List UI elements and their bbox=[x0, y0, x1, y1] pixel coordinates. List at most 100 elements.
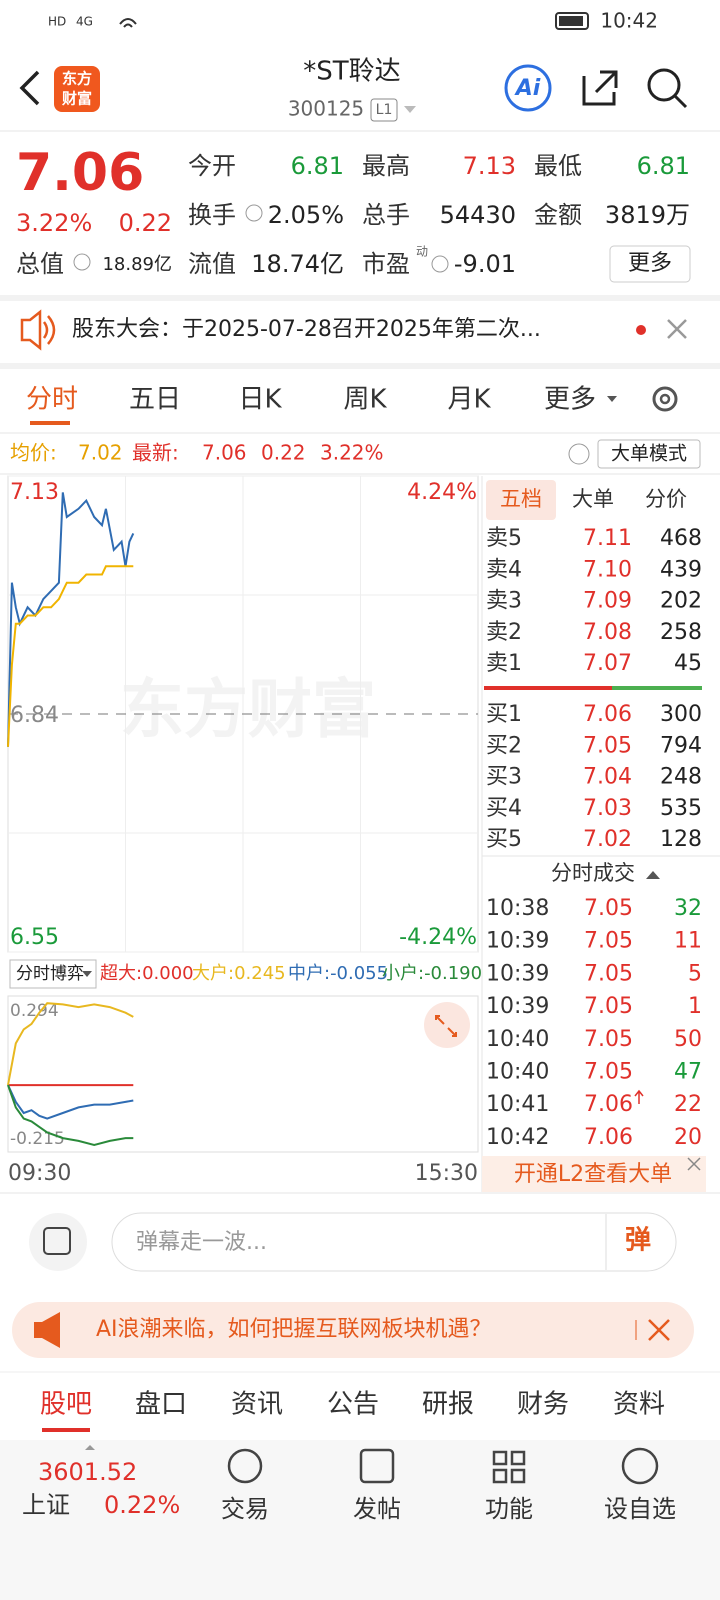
stat-label: 最高 bbox=[362, 152, 410, 180]
book-volume: 300 bbox=[660, 702, 702, 727]
notice-text[interactable]: 股东大会：于2025-07-28召开2025年第二次... bbox=[72, 317, 541, 342]
stat-label: 换手 bbox=[188, 201, 236, 229]
book-label: 买4 bbox=[486, 796, 522, 821]
l2-banner-bg[interactable] bbox=[482, 1156, 706, 1192]
share-button[interactable] bbox=[582, 70, 618, 106]
trade-volume: 11 bbox=[674, 929, 702, 954]
ai-button[interactable] bbox=[504, 64, 552, 112]
l2-banner[interactable]: 开通L2查看大单 bbox=[514, 1162, 672, 1187]
book-volume: 128 bbox=[660, 827, 702, 852]
book-tab[interactable]: 分价 bbox=[645, 487, 687, 511]
more-button[interactable] bbox=[609, 245, 691, 283]
stat-value: 54430 bbox=[440, 201, 516, 229]
sort-arrow bbox=[646, 871, 660, 879]
book-label: 卖1 bbox=[486, 651, 522, 676]
fn-square bbox=[492, 1468, 508, 1484]
tab-arrow bbox=[607, 396, 617, 402]
stat-value: 18.74亿 bbox=[251, 250, 344, 278]
section-tab[interactable]: 资料 bbox=[613, 1390, 665, 1420]
avg-label: 均价: bbox=[10, 441, 57, 465]
stat-value: 3819万 bbox=[605, 201, 690, 229]
book-volume: 439 bbox=[660, 557, 702, 582]
trade-price: 7.05 bbox=[584, 929, 633, 954]
comment-icon-bg[interactable] bbox=[29, 1213, 87, 1271]
fn-square bbox=[510, 1450, 526, 1466]
book-price: 7.04 bbox=[583, 765, 632, 790]
nav-item[interactable]: 交易 bbox=[221, 1495, 269, 1523]
search-handle bbox=[673, 94, 688, 109]
flow-selector-box[interactable] bbox=[9, 959, 97, 989]
index-value: 3601.52 bbox=[38, 1458, 137, 1486]
trade-price: 7.05 bbox=[584, 896, 633, 921]
mode-label[interactable]: 大单模式 bbox=[611, 443, 687, 465]
chart-tab[interactable]: 周K bbox=[343, 385, 387, 415]
search-button[interactable] bbox=[647, 68, 681, 102]
back-button[interactable] bbox=[19, 70, 40, 106]
banner-close[interactable] bbox=[687, 1157, 701, 1171]
trade-volume: 47 bbox=[674, 1060, 702, 1085]
trade-time: 10:38 bbox=[486, 896, 549, 921]
chart-tab[interactable]: 五日 bbox=[129, 385, 181, 415]
index-arrow bbox=[85, 1445, 95, 1450]
stat-value: 2.05% bbox=[268, 201, 344, 229]
info-icon[interactable] bbox=[245, 204, 263, 222]
danmu-button[interactable]: 弹 bbox=[625, 1226, 651, 1256]
comment-placeholder[interactable]: 弹幕走一波... bbox=[136, 1230, 267, 1255]
stat-value: -9.01 bbox=[454, 250, 516, 278]
ad-close[interactable] bbox=[648, 1319, 670, 1341]
series-line bbox=[7, 1084, 134, 1120]
trade-price: 7.06 bbox=[584, 1125, 633, 1150]
book-label: 卖2 bbox=[486, 620, 522, 645]
info-icon[interactable] bbox=[431, 255, 449, 273]
book-volume: 248 bbox=[660, 765, 702, 790]
settings-button[interactable] bbox=[652, 386, 678, 412]
chart-tab[interactable]: 更多 bbox=[544, 385, 596, 415]
flow-selector-arrow bbox=[82, 971, 92, 977]
chart-tab[interactable]: 日K bbox=[238, 385, 282, 415]
nav-item[interactable]: 功能 bbox=[485, 1495, 533, 1523]
stat-value: 7.13 bbox=[463, 152, 516, 180]
section-tab[interactable]: 研报 bbox=[422, 1390, 474, 1420]
chart-tab[interactable]: 分时 bbox=[26, 385, 78, 415]
section-tab[interactable]: 公告 bbox=[327, 1390, 379, 1420]
y-tick-label: 0.294 bbox=[10, 1001, 59, 1021]
flow-selector[interactable]: 分时博弈 bbox=[16, 964, 84, 984]
y-tick-label: 6.84 bbox=[10, 703, 59, 728]
mode-button[interactable] bbox=[597, 439, 701, 469]
ad-text[interactable]: AI浪潮来临，如何把握互联网板块机遇？ bbox=[96, 1317, 492, 1342]
nav-item[interactable]: 发帖 bbox=[353, 1495, 401, 1523]
stat-label: 最低 bbox=[534, 152, 582, 180]
book-tab[interactable]: 五档 bbox=[500, 487, 542, 511]
expand-button[interactable] bbox=[424, 1002, 470, 1048]
up-arrow bbox=[634, 1089, 644, 1104]
more-label[interactable]: 更多 bbox=[628, 251, 672, 276]
trade-time: 10:39 bbox=[486, 961, 549, 986]
book-price: 7.10 bbox=[583, 557, 632, 582]
watchlist-icon bbox=[621, 1447, 659, 1485]
level-box bbox=[370, 98, 398, 122]
status-icons bbox=[119, 12, 589, 30]
post-icon bbox=[359, 1448, 395, 1484]
nav-item[interactable]: 设自选 bbox=[604, 1495, 676, 1523]
legend-entry: 中户:-0.055 bbox=[288, 963, 388, 984]
notice-close[interactable] bbox=[667, 319, 687, 339]
section-tab[interactable]: 财务 bbox=[517, 1390, 569, 1420]
book-tab[interactable]: 大单 bbox=[572, 487, 614, 511]
stat-label: 今开 bbox=[188, 152, 236, 180]
section-tab[interactable]: 盘口 bbox=[135, 1390, 187, 1420]
change-percent: 3.22% bbox=[16, 209, 92, 237]
info-icon[interactable] bbox=[73, 253, 91, 271]
legend-entry: 大户:0.245 bbox=[192, 963, 286, 984]
ad-banner[interactable] bbox=[12, 1302, 694, 1358]
section-tab[interactable]: 股吧 bbox=[40, 1390, 92, 1420]
book-label: 买2 bbox=[486, 733, 522, 758]
help-icon[interactable] bbox=[568, 443, 590, 465]
trade-price: 7.05 bbox=[584, 961, 633, 986]
chart-tab[interactable]: 月K bbox=[447, 385, 491, 415]
book-price: 7.11 bbox=[583, 526, 632, 551]
section-tab[interactable]: 资讯 bbox=[231, 1390, 283, 1420]
latest-change-percent: 3.22% bbox=[320, 441, 384, 465]
comment-input[interactable] bbox=[111, 1212, 677, 1272]
battery bbox=[555, 12, 589, 30]
